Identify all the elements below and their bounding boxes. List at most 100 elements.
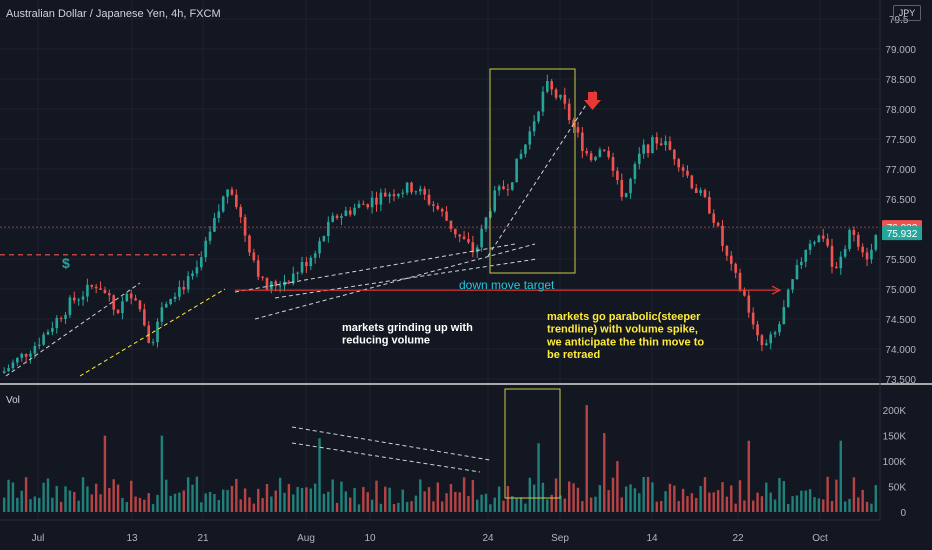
volume-bar: [349, 497, 352, 512]
price-label-box: [882, 226, 922, 241]
volume-bar: [186, 477, 190, 512]
candle-body: [418, 188, 422, 192]
volume-bar: [160, 435, 164, 512]
volume-bar: [835, 479, 838, 512]
volume-bar: [388, 487, 391, 512]
volume-bar: [585, 405, 588, 512]
volume-bar: [287, 484, 291, 512]
annotation-line: be retraed: [547, 349, 600, 361]
annotation-grinding: markets grinding up with reducing volume: [342, 322, 473, 347]
candle-body: [239, 207, 243, 218]
candle-body: [765, 343, 768, 346]
candle-body: [353, 207, 356, 215]
candle-body: [655, 137, 659, 144]
volume-bar: [103, 435, 107, 512]
candle-body: [59, 318, 63, 320]
volume-bar: [335, 502, 339, 512]
candle-body: [541, 91, 545, 112]
candle-body: [335, 215, 339, 219]
candle-body: [327, 221, 330, 237]
candle-body: [116, 309, 120, 314]
volume-bar: [843, 501, 847, 512]
candle-body: [629, 178, 632, 194]
candle-body: [712, 213, 716, 223]
volume-bar: [502, 500, 505, 512]
candle-body: [291, 273, 295, 284]
price-tick-label: 74.500: [885, 315, 916, 326]
volume-bar: [480, 494, 483, 512]
volume-bar: [703, 477, 707, 512]
volume-bar: [204, 493, 207, 512]
volume-bar: [156, 494, 159, 512]
volume-bar: [292, 494, 295, 512]
annotation-line: markets go parabolic(steeper: [547, 311, 701, 323]
candle-body: [344, 210, 348, 216]
volume-bar: [546, 499, 549, 512]
volume-bar: [449, 484, 453, 512]
candle-body: [708, 197, 711, 214]
volume-bar: [581, 501, 584, 512]
candle-body: [870, 249, 873, 260]
candle-body: [743, 289, 746, 296]
candle-body: [94, 286, 98, 289]
volume-bar: [822, 499, 825, 512]
price-tick-label: 77.000: [885, 165, 916, 176]
candle-body: [375, 197, 378, 205]
volume-bar: [2, 497, 6, 512]
candle-body: [108, 293, 111, 296]
volume-bar: [147, 493, 150, 512]
candle-body: [72, 297, 76, 301]
volume-bar: [208, 491, 212, 512]
volume-bar: [29, 499, 32, 512]
candle-body: [563, 94, 567, 104]
volume-bar: [77, 500, 80, 512]
candle-body: [103, 289, 107, 294]
candle-body: [204, 240, 207, 258]
volume-bar: [64, 486, 67, 512]
candle-body: [668, 141, 672, 150]
candle-body: [64, 314, 67, 319]
volume-bar: [436, 482, 440, 512]
candle-body: [305, 261, 308, 267]
time-tick-label: Sep: [551, 533, 569, 544]
volume-bar: [506, 486, 510, 512]
price-tick-label: 76.500: [885, 195, 916, 206]
volume-bar: [178, 492, 181, 512]
candle-body: [475, 247, 479, 253]
candle-body: [778, 324, 781, 333]
candle-body: [751, 312, 755, 325]
candle-body: [659, 143, 663, 146]
volume-bar: [765, 482, 768, 512]
candle-body: [800, 261, 803, 266]
volume-bar: [143, 499, 146, 512]
candle-body: [611, 157, 615, 171]
candle-body: [813, 242, 816, 244]
volume-bar: [414, 495, 418, 512]
volume-bar: [484, 493, 488, 512]
volume-bar: [296, 487, 299, 512]
trendlines: [5, 90, 596, 473]
volume-bar: [99, 494, 102, 512]
volume-bar: [16, 497, 19, 512]
candle-body: [296, 272, 299, 274]
candle-body: [383, 192, 387, 197]
volume-bar: [773, 499, 777, 512]
candle-body: [480, 228, 483, 248]
volume-bar: [239, 499, 242, 512]
highlight-box-volume: [504, 388, 561, 499]
volume-bar: [151, 504, 155, 512]
candle-body: [585, 151, 589, 154]
volume-bar: [331, 479, 334, 512]
volume-bar: [270, 496, 273, 512]
candle-body: [861, 246, 864, 253]
currency-badge[interactable]: JPY: [893, 5, 921, 21]
candle-body: [848, 230, 851, 249]
candle-body: [252, 252, 256, 261]
volume-bar: [607, 490, 610, 512]
candle-body: [423, 188, 426, 195]
candle-body: [24, 353, 28, 357]
volume-bar: [24, 477, 28, 512]
candle-body: [734, 263, 737, 273]
volume-bar: [278, 477, 282, 512]
